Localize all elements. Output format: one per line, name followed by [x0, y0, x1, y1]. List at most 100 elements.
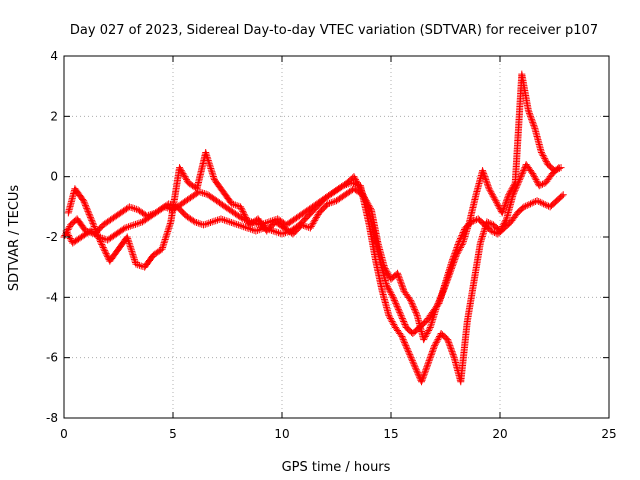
data-point: [542, 158, 550, 166]
data-point: [234, 221, 242, 229]
data-point: [498, 224, 506, 232]
data-point: [508, 185, 516, 193]
data-point: [385, 272, 393, 280]
data-point: [95, 233, 103, 241]
data-point: [132, 205, 140, 213]
data-point: [200, 221, 208, 229]
data-point: [430, 311, 438, 319]
data-point: [158, 245, 166, 253]
data-point: [535, 198, 543, 206]
data-point: [408, 357, 416, 365]
data-point: [338, 183, 346, 191]
data-point: [396, 310, 404, 318]
data-point: [433, 337, 441, 345]
data-point: [397, 331, 405, 339]
data-point: [499, 207, 507, 215]
data-point: [130, 254, 138, 262]
data-point: [125, 239, 133, 247]
data-point: [530, 173, 538, 181]
data-point: [127, 246, 135, 254]
data-point: [408, 299, 416, 307]
data-point: [447, 266, 455, 274]
data-point: [448, 348, 456, 356]
data-point: [559, 191, 567, 199]
data-point: [535, 182, 543, 190]
data-point: [440, 286, 448, 294]
data-point: [442, 280, 450, 288]
data-point: [485, 219, 493, 227]
data-point: [451, 256, 459, 264]
data-point: [447, 265, 455, 273]
data-point: [436, 333, 444, 341]
data-point: [411, 363, 419, 371]
data-point: [421, 333, 429, 341]
data-point: [486, 186, 494, 194]
data-point: [161, 235, 169, 243]
data-point: [165, 223, 173, 231]
data-point: [428, 317, 436, 325]
data-point: [125, 203, 133, 211]
data-point: [159, 243, 167, 251]
data-point: [507, 186, 515, 194]
data-point: [220, 216, 228, 224]
data-point: [207, 165, 215, 172]
data-point: [231, 220, 239, 228]
data-point: [421, 334, 429, 342]
data-point: [125, 223, 133, 231]
data-point: [412, 364, 420, 372]
data-point: [446, 269, 454, 277]
data-point: [439, 287, 447, 295]
data-point: [422, 366, 430, 374]
data-point: [444, 337, 452, 345]
data-point: [395, 272, 403, 280]
data-point: [557, 164, 565, 172]
data-point: [419, 373, 427, 381]
data-point: [219, 216, 227, 223]
data-point: [121, 224, 129, 232]
data-point: [406, 352, 414, 360]
data-point: [523, 201, 531, 209]
data-point: [397, 278, 405, 286]
data-point: [425, 327, 433, 335]
data-point: [205, 160, 213, 168]
data-point: [485, 183, 493, 191]
data-point: [398, 333, 406, 341]
data-point: [433, 302, 441, 310]
data-point: [166, 221, 174, 229]
data-point: [176, 164, 184, 172]
data-point: [162, 234, 170, 242]
data-point: [527, 112, 535, 120]
chart-title: Day 027 of 2023, Sidereal Day-to-day VTE…: [70, 23, 598, 38]
data-point: [385, 271, 393, 279]
data-point: [207, 166, 215, 174]
data-point: [208, 169, 216, 177]
data-point: [273, 228, 281, 236]
data-point: [394, 271, 402, 279]
data-point: [385, 311, 393, 319]
data-point: [200, 190, 208, 198]
data-point: [343, 181, 351, 189]
data-point: [135, 219, 143, 227]
data-point: [436, 295, 444, 303]
data-point: [404, 346, 412, 354]
data-point: [407, 296, 415, 304]
data-point: [520, 167, 528, 175]
x-tick-label: 0: [60, 427, 68, 441]
data-point: [445, 271, 453, 279]
data-point: [160, 240, 168, 248]
data-point: [483, 179, 491, 187]
data-point: [123, 223, 131, 231]
y-tick-label: -4: [46, 290, 58, 304]
data-point: [506, 188, 514, 196]
data-point: [487, 227, 495, 235]
data-point: [437, 293, 445, 301]
data-point: [95, 235, 103, 243]
data-point: [252, 227, 260, 235]
data-point: [102, 250, 110, 258]
data-point: [382, 266, 390, 274]
data-point: [528, 117, 536, 125]
data-point: [420, 336, 428, 344]
data-point: [526, 111, 534, 119]
x-tick-label: 25: [601, 427, 616, 441]
data-point: [363, 198, 371, 206]
